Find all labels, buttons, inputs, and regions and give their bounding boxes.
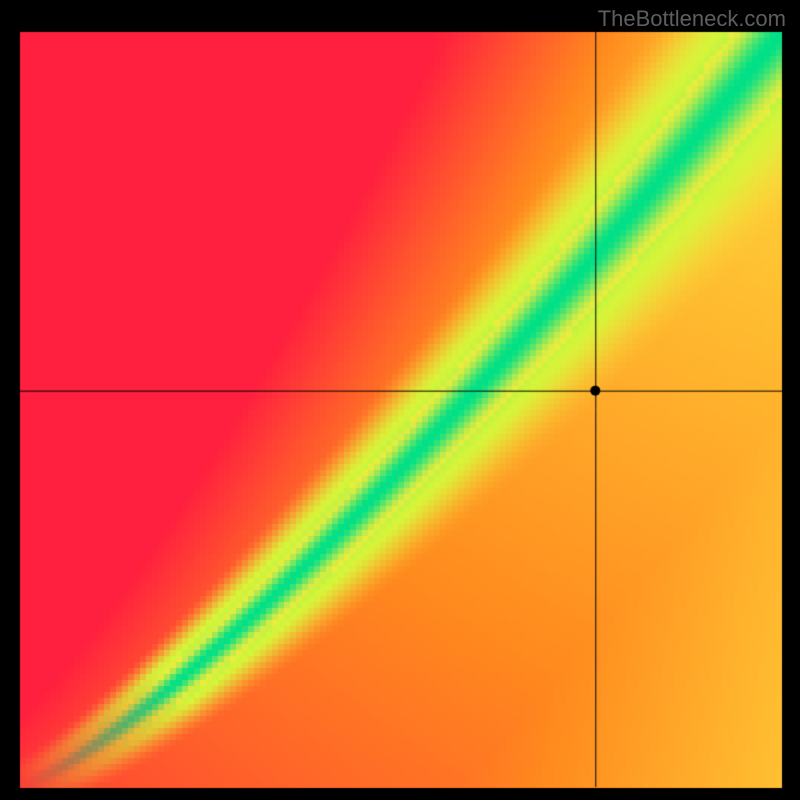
watermark-text: TheBottleneck.com xyxy=(598,6,786,32)
bottleneck-heatmap xyxy=(0,0,800,800)
chart-container: TheBottleneck.com xyxy=(0,0,800,800)
